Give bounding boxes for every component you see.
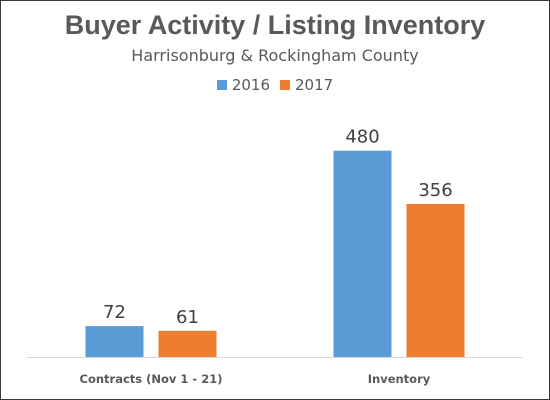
category-label-1: Inventory (368, 372, 431, 386)
chart-legend: 2016 2017 (0, 76, 550, 94)
data-label-2016-0: 72 (103, 302, 126, 323)
legend-label-2016: 2016 (231, 76, 270, 94)
bar-2016-1 (333, 150, 392, 357)
data-label-2017-0: 61 (176, 307, 199, 328)
chart-subtitle: Harrisonburg & Rockingham County (131, 46, 419, 65)
chart-title: Buyer Activity / Listing Inventory (64, 10, 486, 40)
bar-2017-1 (406, 204, 465, 357)
bar-2017-0 (158, 330, 217, 357)
legend-entry-2016: 2016 (216, 76, 270, 94)
bar-2016-0 (85, 326, 144, 357)
legend-swatch-2016 (216, 80, 227, 90)
data-label-2017-1: 356 (418, 180, 452, 201)
category-label-0: Contracts (Nov 1 - 21) (80, 372, 223, 386)
legend-entry-2017: 2017 (280, 76, 333, 94)
data-label-2016-1: 480 (345, 127, 379, 148)
bars-layer (85, 150, 465, 357)
legend-swatch-2017 (280, 80, 290, 90)
labels-layer: 72 61 480 356 (103, 127, 453, 328)
category-labels-layer: Contracts (Nov 1 - 21) Inventory (80, 372, 431, 386)
legend-label-2017: 2017 (295, 76, 334, 94)
